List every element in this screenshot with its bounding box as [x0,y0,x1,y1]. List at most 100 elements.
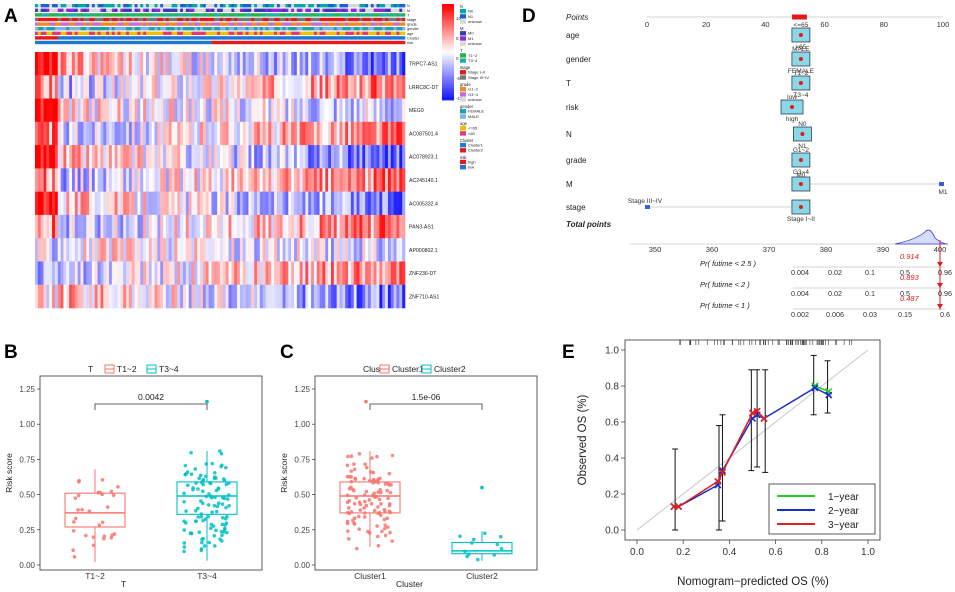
points-label: Points [566,13,588,22]
heat-cell [254,145,258,169]
track-cell [165,40,170,45]
heat-cell [100,261,104,286]
y-tick-label: 1.25 [294,385,310,394]
heat-cell [285,261,289,286]
heat-cell [385,52,389,76]
track-cell [160,8,164,12]
data-point [352,522,357,526]
track-cell [57,8,61,12]
heat-cell [285,75,289,99]
heat-cell [262,98,266,123]
data-point [220,502,225,506]
heat-cell [157,261,161,286]
data-point [345,519,350,524]
track-cell [109,31,113,35]
heat-cell [276,168,281,192]
track-cell [188,4,192,8]
heat-cell [57,145,61,169]
heat-cell [396,261,400,286]
track-cell [385,40,389,45]
heat-cell [265,168,269,192]
data-point [225,530,229,535]
heat-cell [57,191,61,216]
track-cell [185,22,189,26]
heat-cell [228,238,232,262]
heat-cell [52,75,56,99]
track-cell [368,17,372,22]
track-cell [35,8,39,12]
heat-cell [373,261,377,286]
heat-cell [271,284,275,309]
heat-cell [160,191,164,216]
heat-cell [231,238,235,262]
heat-cell [271,191,275,216]
heat-cell [242,98,246,123]
track-cell [353,8,357,12]
data-point [352,467,357,472]
heat-cell [345,284,349,309]
track-cell [379,13,383,17]
heat-cell [66,121,70,146]
heat-cell [126,214,130,239]
heat-cell [365,214,369,239]
track-cell [350,17,355,22]
data-point [367,479,372,483]
heat-cell [120,168,124,192]
heat-cell [368,238,372,262]
row-level-label: high [786,116,799,123]
track-cell [57,27,61,31]
heat-cell [49,121,53,146]
track-cell [350,36,355,40]
track-cell [63,13,67,17]
heat-cell [60,191,64,216]
heat-cell [245,121,249,146]
track-cell [294,17,298,22]
data-point [367,498,372,502]
heat-cell [214,238,218,262]
track-cell [368,8,372,12]
legend-title: stage [460,65,471,70]
heat-cell [43,52,47,76]
x-tick-label: T3~4 [197,571,217,581]
heat-cell [123,52,127,76]
track-cell [140,8,144,12]
heat-cell [97,261,101,286]
track-cell [373,4,377,8]
heat-cell [257,261,261,286]
legend-item: Stage III~IV [468,75,489,80]
heat-cell [160,261,164,286]
heat-cell [123,238,127,262]
track-cell [146,27,150,31]
track-cell [66,22,70,26]
track-cell [180,4,184,8]
heat-cell [109,168,113,192]
heat-cell [89,238,93,262]
heat-cell [154,284,158,309]
track-cell [80,4,84,8]
heat-cell [285,191,289,216]
heat-cell [353,238,357,262]
heat-cell [399,284,403,309]
heat-cell [72,98,76,123]
track-cell [54,36,59,40]
data-point [204,494,209,499]
heat-cell [57,98,61,123]
heat-cell [248,238,252,262]
heat-cell [262,238,266,262]
heat-cell [362,214,366,239]
track-cell [157,40,161,45]
heat-cell [382,238,386,262]
heat-cell [373,284,377,309]
heat-cell [168,261,172,286]
y-axis-label: Risk score [279,453,289,493]
track-cell [220,8,224,12]
track-cell [279,22,283,26]
heat-cell [265,214,269,239]
data-point [382,517,387,522]
heat-cell [171,52,175,76]
track-cell [131,22,135,26]
track-cell [106,31,110,35]
track-cell [251,17,255,22]
heat-cell [52,284,56,309]
track-cell [202,22,207,26]
